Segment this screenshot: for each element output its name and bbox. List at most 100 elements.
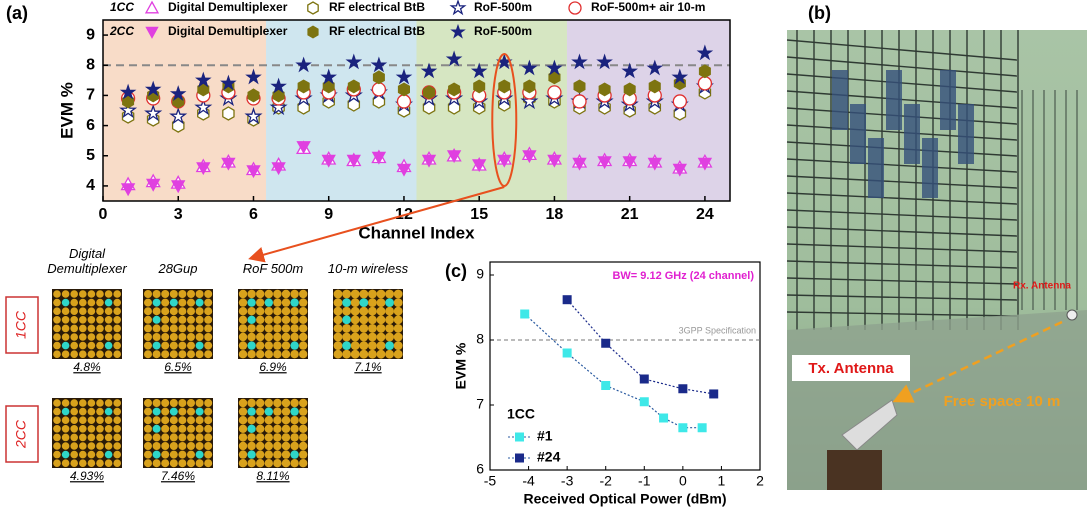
constellation-point	[247, 450, 255, 458]
constellation-point	[170, 459, 178, 467]
evm-label: 4.93%	[70, 469, 104, 483]
constellation-point	[153, 399, 161, 407]
constellation-point	[96, 425, 104, 433]
y-tick-label: 5	[86, 147, 95, 164]
constellation-point	[273, 298, 281, 306]
constellation-point	[377, 333, 386, 342]
y-tick-label: 6	[86, 117, 95, 134]
constellation-point	[170, 451, 178, 459]
y-tick-label: 8	[476, 331, 484, 347]
constellation-point	[239, 399, 247, 407]
legend-marker	[451, 1, 464, 14]
constellation-point	[96, 459, 104, 467]
constellation-point	[273, 333, 281, 341]
distance-label: Free space 10 m	[944, 393, 1061, 410]
constellation-point	[144, 290, 152, 298]
constellation-point	[282, 307, 290, 315]
data-point	[699, 65, 710, 78]
legend-marker	[308, 2, 318, 14]
constellation-point	[334, 341, 343, 350]
constellation-point	[178, 433, 186, 441]
constellation-point	[105, 350, 113, 358]
constellation-point	[153, 342, 161, 350]
constellation-point	[359, 290, 368, 299]
constellation-point	[53, 333, 61, 341]
constellation-point	[79, 350, 87, 358]
constellation-point	[299, 450, 307, 458]
constellation-point	[351, 290, 360, 299]
constellation-point	[187, 290, 195, 298]
constellation-point	[204, 342, 212, 350]
constellation-point	[256, 407, 264, 415]
constellation-point	[161, 350, 169, 358]
constellation-point	[113, 442, 121, 450]
constellation-point	[96, 290, 104, 298]
constellation-point	[196, 307, 204, 315]
data-point	[599, 83, 610, 96]
constellation-point	[79, 325, 87, 333]
constellation-point	[394, 341, 403, 350]
constellation-frame	[143, 289, 213, 359]
constellation-point	[290, 425, 298, 433]
constellation-point	[265, 459, 273, 467]
constellation-point	[70, 299, 78, 307]
constellation-point	[334, 315, 343, 324]
constellation-point	[239, 307, 247, 315]
constellation-point	[273, 407, 281, 415]
constellation-point	[79, 434, 87, 442]
constellation-column-header: RoF 500m	[227, 261, 319, 276]
constellation-point	[187, 451, 195, 459]
constellation-point	[62, 290, 70, 298]
data-point	[398, 83, 409, 96]
data-point	[449, 83, 460, 96]
constellation-point	[256, 442, 264, 450]
constellation-point	[170, 433, 178, 441]
constellation-point	[256, 425, 264, 433]
constellation-point	[256, 316, 264, 324]
constellation-point	[265, 307, 273, 315]
constellation-point	[196, 316, 204, 324]
constellation-point	[153, 451, 161, 459]
constellation-point	[144, 451, 152, 459]
data-point	[649, 80, 660, 93]
constellation-point	[204, 425, 212, 433]
constellation-point	[53, 325, 61, 333]
constellation-point	[161, 316, 169, 324]
constellation-point	[113, 408, 121, 416]
constellation-point	[96, 307, 104, 315]
constellation-point	[299, 407, 307, 415]
y-tick-label: 4	[86, 177, 95, 194]
data-point	[673, 95, 686, 108]
legend-label: RF electrical BtB	[329, 0, 425, 14]
constellation-point	[334, 324, 343, 333]
constellation-point	[342, 307, 351, 316]
constellation-point	[62, 299, 70, 307]
constellation-point	[62, 416, 70, 424]
constellation-point	[96, 434, 104, 442]
constellation-point	[247, 324, 255, 332]
constellation-point	[170, 333, 178, 341]
constellation-point	[53, 307, 61, 315]
data-point	[601, 381, 610, 390]
constellation-point	[334, 350, 343, 359]
constellation-point	[79, 408, 87, 416]
constellation-point	[170, 342, 178, 350]
constellation-point	[351, 324, 360, 333]
constellation-point	[265, 399, 273, 407]
constellation-point	[144, 399, 152, 407]
constellation-point	[170, 442, 178, 450]
data-point	[474, 80, 485, 93]
constellation-point	[178, 324, 186, 332]
constellation-point	[178, 442, 186, 450]
constellation-point	[96, 350, 104, 358]
constellation-point	[265, 407, 273, 415]
rx-antenna	[1067, 310, 1077, 320]
x-tick-label: 3	[174, 206, 183, 223]
constellation-point	[170, 425, 178, 433]
constellation-point	[88, 442, 96, 450]
constellation-point	[282, 459, 290, 467]
constellation-point	[70, 442, 78, 450]
constellation-point	[299, 425, 307, 433]
constellation-point	[273, 442, 281, 450]
legend-label: #1	[537, 428, 553, 444]
